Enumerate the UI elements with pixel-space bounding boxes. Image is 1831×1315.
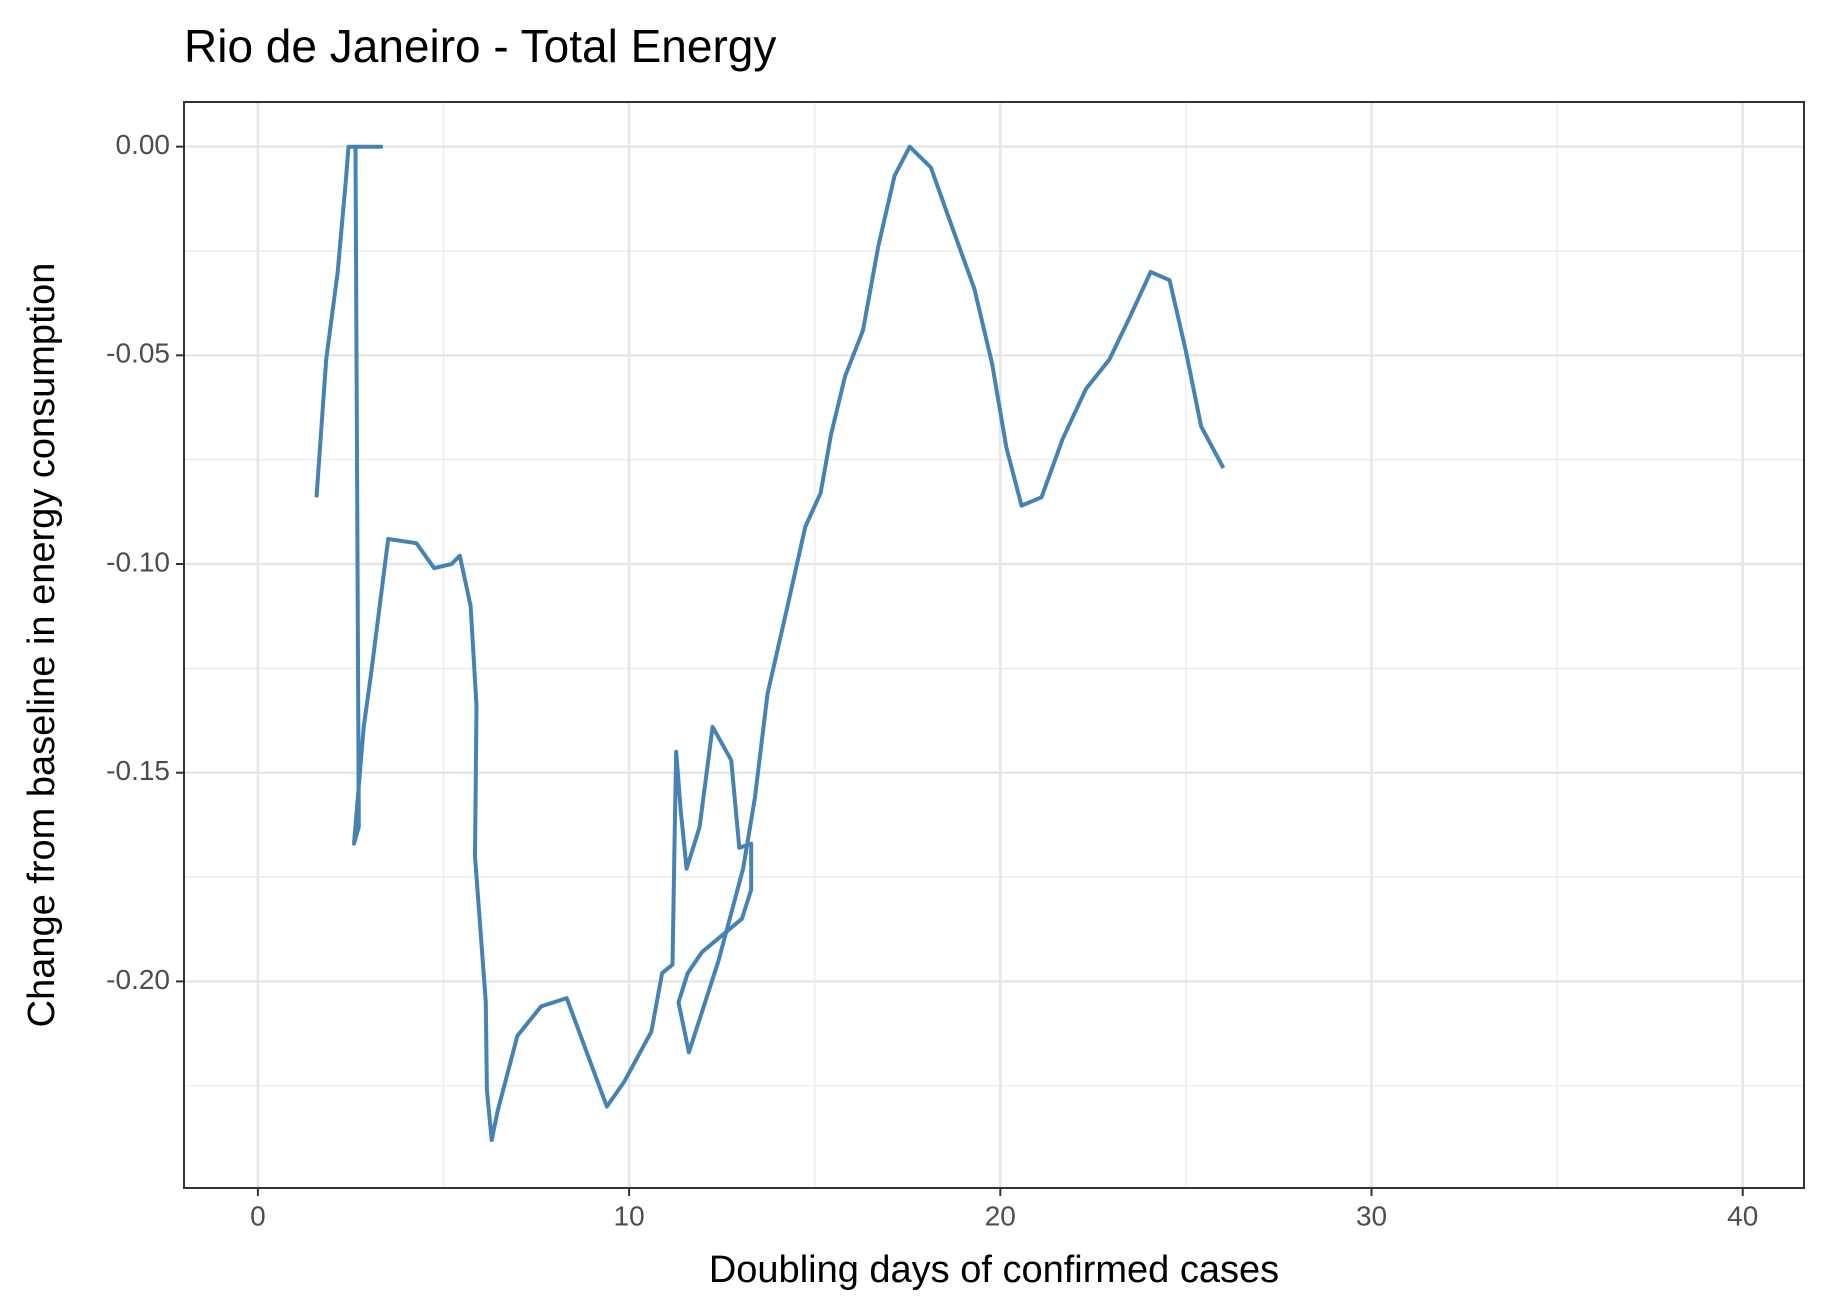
panel-border [183,101,1805,1189]
y-tick-label: -0.10 [106,546,170,577]
x-axis-title: Doubling days of confirmed cases [709,1249,1279,1291]
x-tick-label: 30 [1356,1200,1387,1231]
y-tick-label: -0.05 [106,338,170,369]
x-tick-label: 0 [250,1200,266,1231]
x-tick-label: 20 [985,1200,1016,1231]
data-line [314,144,1226,1142]
x-tick-label: 10 [614,1200,645,1231]
y-tick-label: 0.00 [116,129,171,160]
y-tick-label: -0.20 [106,964,170,995]
y-axis-title: Change from baseline in energy consumpti… [21,263,63,1028]
x-tick-label: 40 [1727,1200,1758,1231]
y-tick-label: -0.15 [106,755,170,786]
chart-title: Rio de Janeiro - Total Energy [184,20,776,72]
